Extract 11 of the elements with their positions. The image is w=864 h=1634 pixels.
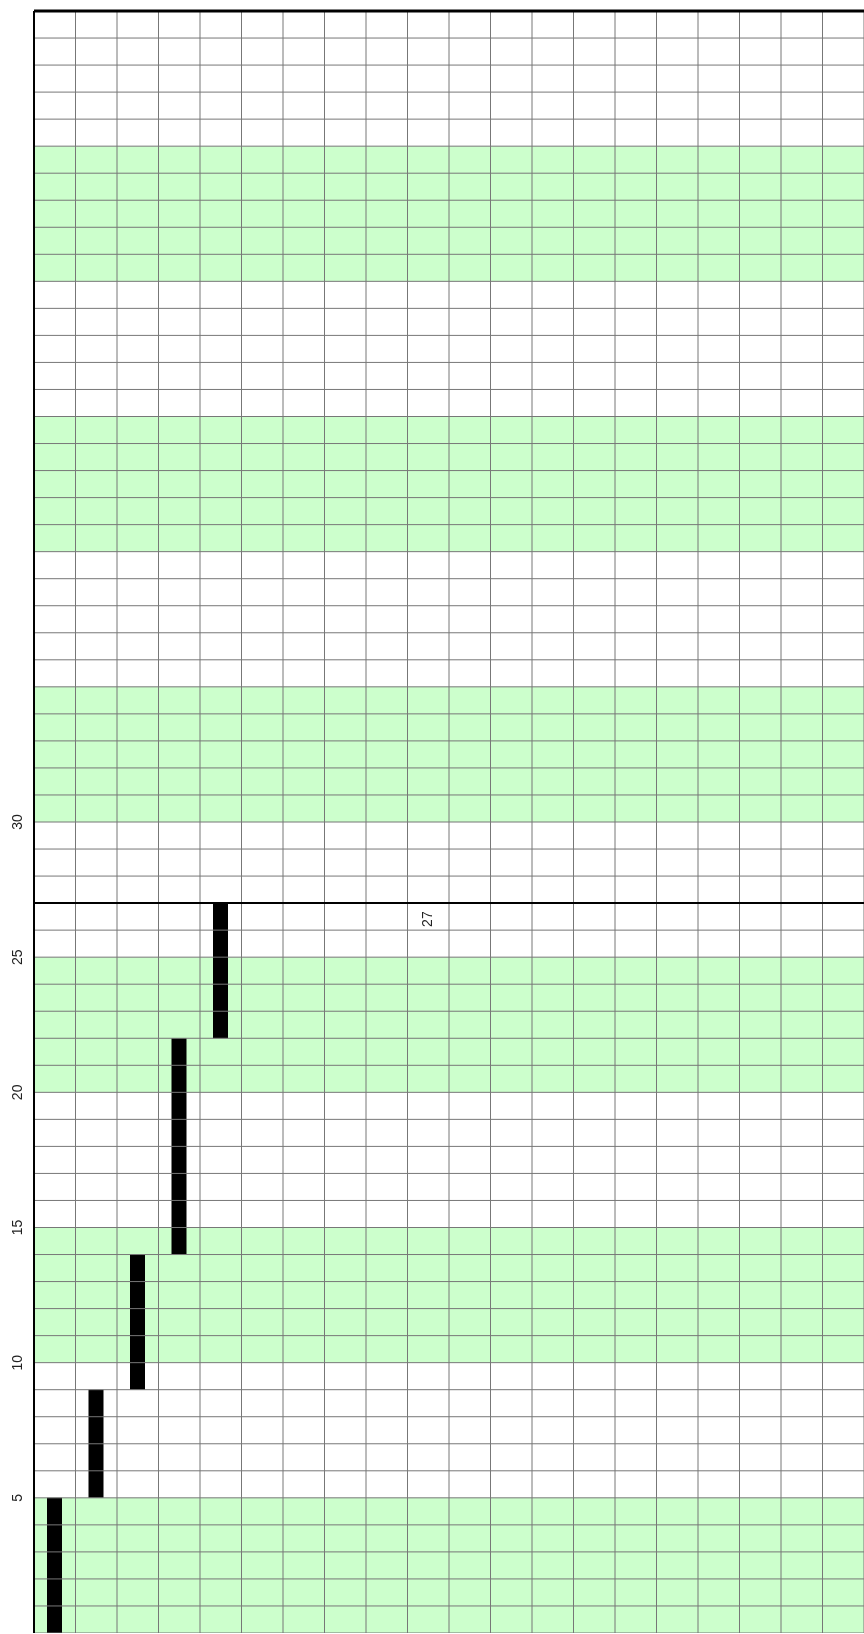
- y-tick-label: 20: [9, 1084, 25, 1101]
- y-tick-label: 10: [9, 1354, 25, 1371]
- bar: [47, 1497, 62, 1633]
- bar: [130, 1254, 145, 1390]
- y-tick-label: 25: [9, 949, 25, 965]
- y-tick-label: 30: [9, 814, 25, 830]
- ref-line-label: 27: [418, 911, 435, 927]
- bar: [171, 1038, 187, 1255]
- bar: [88, 1389, 104, 1498]
- y-tick-label: 5: [9, 1493, 25, 1502]
- y-tick-label: 15: [9, 1219, 25, 1236]
